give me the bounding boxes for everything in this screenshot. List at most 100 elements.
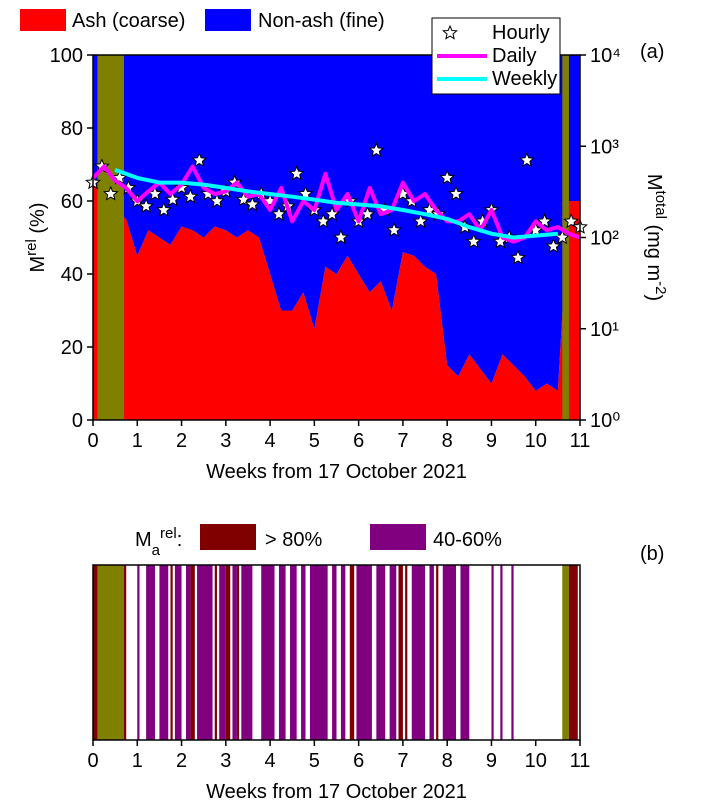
label-part: rel xyxy=(160,525,177,542)
y2-tick-label: 10⁰ xyxy=(590,410,620,432)
marker xyxy=(386,222,402,237)
x-tick-label: 0 xyxy=(87,750,98,772)
span xyxy=(290,565,297,740)
y-tick-label: 20 xyxy=(61,337,83,359)
x-tick-label: 7 xyxy=(397,430,408,452)
legend-marker xyxy=(442,24,458,40)
y-tick-label: 60 xyxy=(61,191,83,213)
marker xyxy=(518,152,535,168)
marker xyxy=(510,249,526,265)
marker xyxy=(465,233,482,249)
marker xyxy=(545,237,562,254)
legend-swatch xyxy=(205,9,251,31)
span xyxy=(232,565,237,740)
marker xyxy=(368,142,385,158)
area xyxy=(93,55,580,391)
span xyxy=(146,565,155,740)
x-tick-label: 2 xyxy=(176,750,187,772)
legend-label: Hourly xyxy=(492,22,550,44)
y-tick-label: 80 xyxy=(61,118,83,140)
x-tick-label: 0 xyxy=(87,430,98,452)
span xyxy=(500,565,503,740)
legend-title: Marel: xyxy=(135,525,182,559)
span xyxy=(159,565,169,740)
label-part: -2 xyxy=(653,281,670,294)
area xyxy=(93,182,580,420)
label-part: M xyxy=(27,256,49,273)
span xyxy=(511,565,514,740)
marker xyxy=(155,201,172,217)
legend-swatch xyxy=(20,9,66,31)
marker xyxy=(138,198,155,213)
y-tick-label: 40 xyxy=(61,264,83,286)
x-tick-label: 2 xyxy=(176,430,187,452)
marker xyxy=(333,229,349,245)
span xyxy=(332,565,337,740)
x-tick-label: 7 xyxy=(397,750,408,772)
y-tick-label: 0 xyxy=(72,410,83,432)
y2-tick-label: 10² xyxy=(590,228,619,250)
legend-label: Ash (coarse) xyxy=(72,10,185,32)
line xyxy=(114,168,559,240)
x-tick-label: 10 xyxy=(525,430,547,452)
span xyxy=(123,565,127,740)
x-axis-title: Weeks from 17 October 2021 xyxy=(206,461,467,483)
y2-tick-label: 10³ xyxy=(590,136,619,158)
y-axis-title: Mrel (%) xyxy=(23,202,50,272)
span xyxy=(491,565,494,740)
span xyxy=(442,565,457,740)
plot-frame xyxy=(92,564,581,741)
line xyxy=(91,164,581,244)
legend-label: 40-60% xyxy=(433,529,502,551)
highlight-span xyxy=(562,565,569,740)
marker xyxy=(448,185,464,201)
label-part: (%) xyxy=(27,202,49,239)
span xyxy=(241,565,253,740)
x-tick-label: 4 xyxy=(265,430,276,452)
panel-label: (b) xyxy=(640,543,664,565)
panel-label: (a) xyxy=(640,41,664,63)
span xyxy=(349,565,355,740)
highlight-span xyxy=(97,55,124,420)
marker xyxy=(439,169,456,185)
marker xyxy=(164,191,181,207)
span xyxy=(93,565,98,740)
label-part: : xyxy=(177,529,183,551)
span xyxy=(261,565,275,740)
marker xyxy=(102,185,119,201)
y2-tick-label: 10⁴ xyxy=(590,45,621,67)
x-tick-label: 8 xyxy=(442,750,453,772)
span xyxy=(376,565,386,740)
span xyxy=(137,565,140,740)
label-part: rel xyxy=(23,239,40,256)
x-tick-label: 11 xyxy=(570,750,591,772)
span xyxy=(174,565,182,740)
y-tick-label: 100 xyxy=(50,45,83,67)
label-part: ) xyxy=(643,294,665,301)
legend-label: Weekly xyxy=(492,68,557,90)
span xyxy=(236,565,240,740)
x-tick-label: 6 xyxy=(353,750,364,772)
span xyxy=(405,565,408,740)
marker xyxy=(536,213,553,229)
span xyxy=(197,565,213,740)
x-tick-label: 6 xyxy=(353,430,364,452)
y2-tick-label: 10¹ xyxy=(590,319,619,341)
x-tick-label: 1 xyxy=(132,430,143,452)
x-axis-title: Weeks from 17 October 2021 xyxy=(206,781,467,803)
x-tick-label: 1 xyxy=(132,750,143,772)
span xyxy=(398,565,403,740)
span xyxy=(356,565,372,740)
marker xyxy=(173,179,190,195)
x-tick-label: 11 xyxy=(570,430,591,452)
span xyxy=(389,565,397,740)
span xyxy=(309,565,328,740)
x-tick-label: 3 xyxy=(220,430,231,452)
legend-label: > 80% xyxy=(265,529,322,551)
label-part: a xyxy=(152,542,161,559)
legend-label: Daily xyxy=(492,45,536,67)
span xyxy=(278,565,286,740)
marker xyxy=(209,192,225,208)
span xyxy=(219,565,226,740)
